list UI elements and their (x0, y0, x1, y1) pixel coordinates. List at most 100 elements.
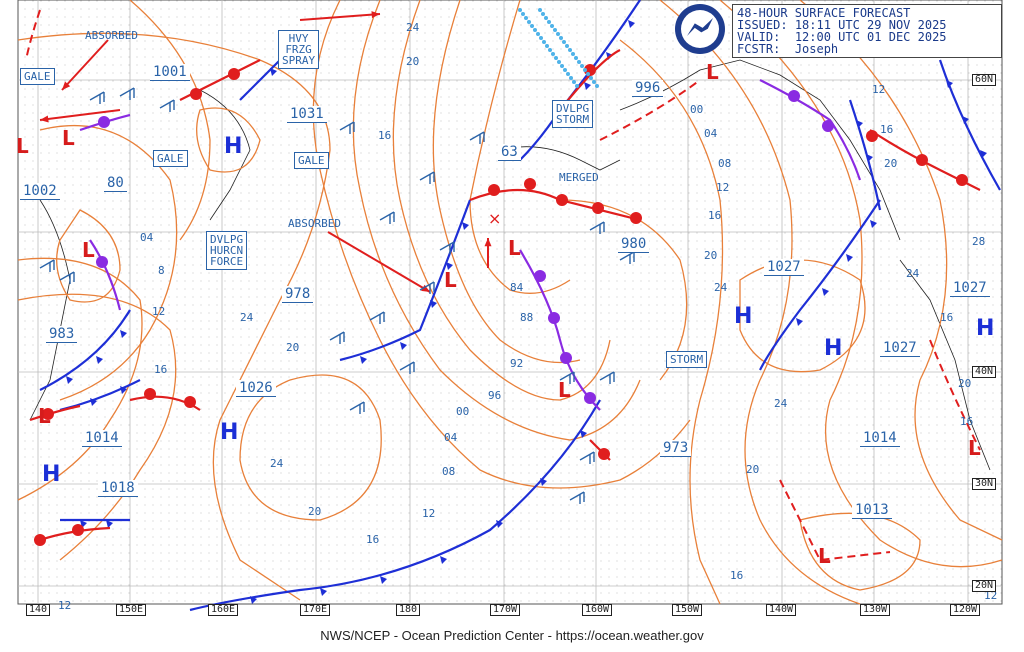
ice-edge-dot (542, 40, 546, 44)
warm-front-mark (42, 408, 54, 420)
noaa-logo (675, 4, 725, 54)
wind-barb (419, 281, 435, 291)
warning-dvlpg-hurcn-force: DVLPG HURCN FORCE (206, 231, 248, 270)
isobar-line (432, 0, 581, 364)
isobar-line (619, 39, 724, 605)
wind-barb (599, 371, 615, 381)
ice-edge-dot (554, 56, 558, 60)
isobar-label: 12 (422, 507, 436, 520)
cold-front-mark (440, 556, 447, 564)
isobar-label: 84 (510, 281, 524, 294)
warning-gale: GALE (294, 152, 329, 169)
wind-barb (589, 221, 605, 231)
pressure-value: 983 (46, 326, 78, 343)
low-center-x: × (488, 209, 501, 228)
wind-barb (579, 451, 595, 461)
wind-barb (569, 491, 585, 501)
ice-edge-dot (566, 72, 570, 76)
high-pressure-symbol: H (220, 420, 239, 445)
ice-edge-dot (530, 24, 534, 28)
warning-absorbed: ABSORBED (85, 29, 138, 42)
isobar-label: 04 (444, 431, 458, 444)
isobar-line (39, 124, 178, 401)
cold-front-mark (320, 588, 327, 596)
isobar-label: 16 (366, 533, 380, 546)
storm-track-arrowhead (371, 11, 380, 19)
high-pressure-symbol: H (976, 316, 995, 341)
high-pressure-symbol: H (734, 304, 753, 329)
isobar-label: 20 (958, 377, 972, 390)
pressure-value: 1014 (860, 430, 900, 447)
occluded-front-mark (98, 116, 110, 128)
map-canvas: × (17, 0, 1003, 612)
warm-front (129, 395, 201, 411)
ice-edge-dot (541, 12, 545, 16)
wind-barb (469, 131, 485, 141)
ice-edge-dot (547, 20, 551, 24)
ice-edge-dot (571, 52, 575, 56)
warm-front-mark (190, 88, 202, 100)
warm-front-mark (592, 202, 604, 214)
low-pressure-symbol: L (706, 60, 719, 84)
pressure-value: 80 (104, 175, 127, 192)
isobar-label: 12 (984, 589, 998, 602)
longitude-label: 170W (490, 604, 521, 616)
wind-barb (379, 211, 395, 221)
pressure-value: 978 (282, 286, 314, 303)
high-pressure-symbol: H (824, 336, 843, 361)
ice-edge-dot (580, 64, 584, 68)
isobar-label: 12 (872, 83, 886, 96)
warm-front-mark (556, 194, 568, 206)
pressure-value: 973 (660, 440, 692, 457)
footer-credit: NWS/NCEP - Ocean Prediction Center - htt… (320, 628, 704, 643)
warm-front-mark (72, 524, 84, 536)
wind-barb (39, 259, 55, 269)
ice-edge-dot (572, 80, 576, 84)
ice-edge-dot (538, 8, 542, 12)
longitude-label: 180 (396, 604, 421, 616)
isobar-line (469, 0, 571, 294)
cold-front-mark (90, 398, 97, 406)
trough-line (929, 339, 981, 451)
coastline (199, 89, 251, 221)
wind-barb (419, 171, 435, 181)
pressure-value: 1027 (880, 340, 920, 357)
ice-edge-dot (556, 32, 560, 36)
longitude-label: 150E (116, 604, 147, 616)
cold-front-mark (106, 520, 113, 528)
warm-front-mark (34, 534, 46, 546)
ice-edge-dot (586, 72, 590, 76)
ice-edge-dot (550, 24, 554, 28)
pressure-value: 996 (632, 80, 664, 97)
cold-front-mark (796, 318, 803, 326)
ice-edge-dot (551, 52, 555, 56)
low-pressure-symbol: L (82, 238, 95, 262)
high-pressure-symbol: H (224, 134, 243, 159)
occluded-front-mark (584, 392, 596, 404)
cold-front (189, 399, 601, 612)
ice-edge-dot (553, 28, 557, 32)
pressure-value: 1026 (236, 380, 276, 397)
ice-edge-dot (527, 20, 531, 24)
cold-front (39, 309, 131, 391)
grid-dots (18, 0, 1002, 604)
isobar-label: 24 (774, 397, 788, 410)
ice-edge-dot (569, 76, 573, 80)
ice-edge-dot (533, 28, 537, 32)
ice-edge-dot (559, 36, 563, 40)
warm-front-mark (630, 212, 642, 224)
cold-front-mark (250, 596, 257, 604)
isobar-label: 12 (716, 181, 730, 194)
warning-gale: GALE (20, 68, 55, 85)
isobar-label: 12 (58, 599, 72, 612)
ice-edge-dot (568, 48, 572, 52)
ice-edge-dot (563, 68, 567, 72)
cold-front-mark (430, 300, 437, 308)
pressure-value: 1018 (98, 480, 138, 497)
ice-edge-dot (574, 56, 578, 60)
warm-front-mark (144, 388, 156, 400)
cold-front-mark (822, 288, 829, 296)
low-pressure-symbol: L (558, 378, 571, 402)
isobar-label: 16 (378, 129, 392, 142)
